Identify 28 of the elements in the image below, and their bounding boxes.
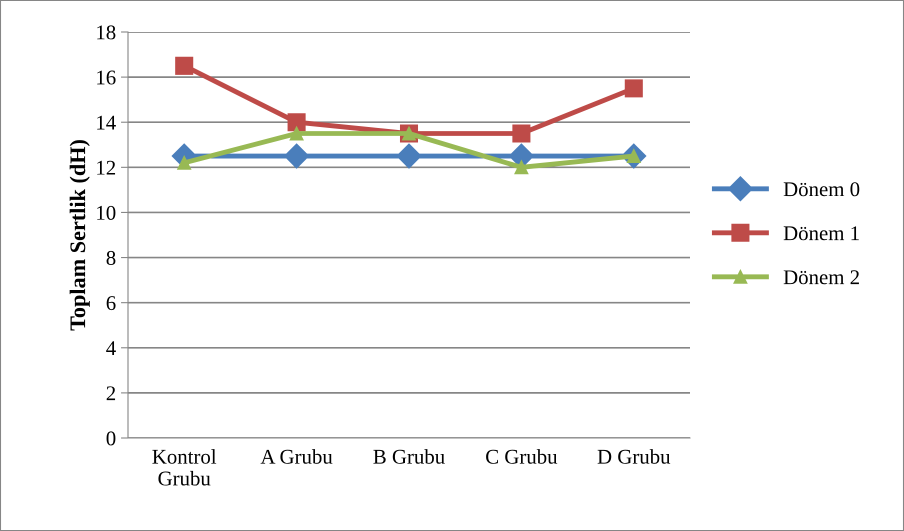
point (290, 126, 304, 140)
point (624, 79, 643, 98)
point (514, 160, 528, 174)
point (177, 156, 192, 170)
point (396, 144, 422, 169)
point (512, 124, 530, 143)
y-axis-title: Toplam Sertlik (dH) (70, 140, 90, 331)
x-tick-label: A Grubu (260, 449, 332, 464)
x-tick-label: B Grubu (373, 449, 445, 464)
point (288, 113, 306, 132)
legend-label: Dönem 2 (784, 270, 859, 284)
legend-label: Dönem 1 (784, 226, 859, 240)
point (175, 56, 194, 75)
y-tick-label: 8 (106, 250, 116, 265)
y-tick-label: 10 (97, 206, 116, 220)
point (284, 144, 310, 169)
x-tick-label: D Grubu (598, 449, 670, 464)
x-tick-label: Kontrol Grubu (152, 449, 216, 486)
y-tick-label: 16 (97, 70, 116, 85)
y-tick-label: 2 (106, 386, 116, 400)
x-tick-label: C Grubu (486, 449, 558, 464)
y-tick-label: 12 (97, 160, 116, 175)
y-tick-label: 6 (106, 296, 116, 310)
legend-label: Dönem 0 (784, 182, 860, 196)
y-tick-label: 14 (97, 116, 116, 130)
y-tick-label: 0 (106, 431, 116, 446)
y-tick-label: 18 (97, 25, 116, 40)
y-tick-label: 4 (106, 341, 116, 356)
